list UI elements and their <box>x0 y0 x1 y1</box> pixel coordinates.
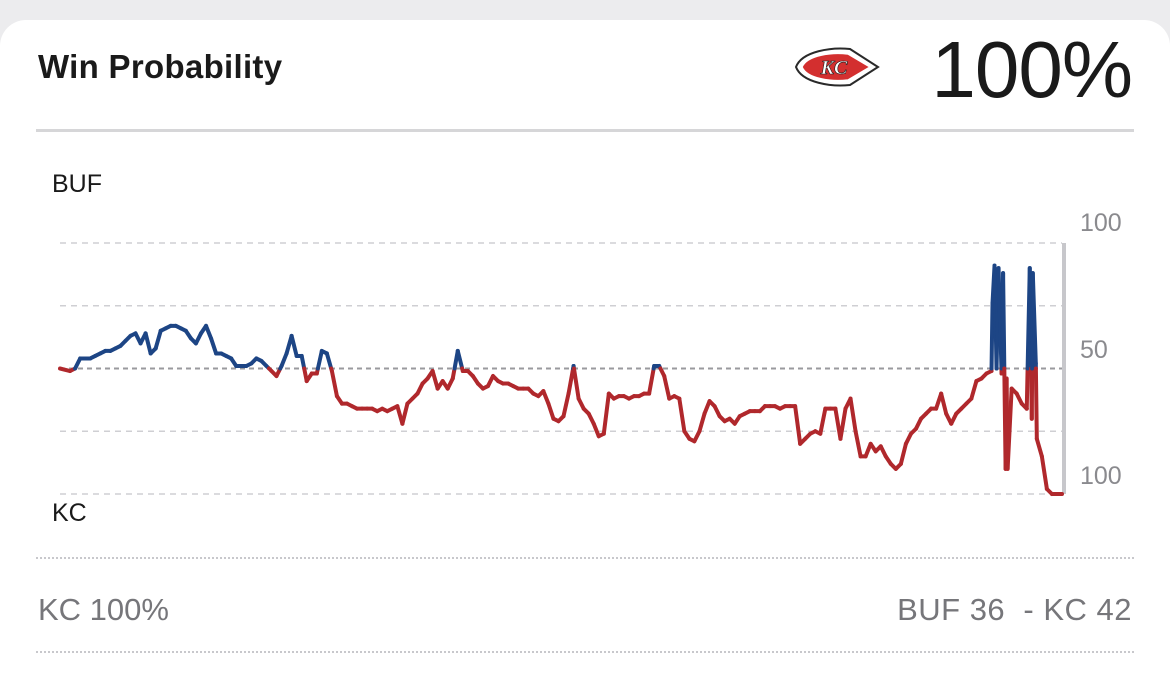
kc-line-segment <box>702 399 712 416</box>
axis-label-middle: 50 <box>1080 336 1108 364</box>
buf-line-segment <box>315 348 324 371</box>
kc-line-segment <box>329 369 339 399</box>
kc-line-segment <box>818 406 828 436</box>
kc-line-segment <box>1039 454 1049 491</box>
chart-footer-divider <box>36 557 1134 559</box>
buf-line-segment <box>209 336 219 356</box>
chart-bottom-team-label: KC <box>52 499 87 527</box>
chiefs-arrowhead-icon: KC <box>794 47 880 87</box>
kc-line-segment <box>838 406 848 441</box>
kc-line-segment <box>793 404 803 446</box>
kc-line-segment <box>400 401 410 426</box>
kc-line-segment <box>546 401 556 421</box>
buf-line-segment <box>1001 271 1007 371</box>
buf-line-segment <box>989 301 995 371</box>
kc-line-segment <box>1005 386 1014 471</box>
kc-line-segment <box>1034 436 1044 459</box>
chiefs-logo-text: KC <box>820 57 848 79</box>
footer-score: BUF 36 - KC 42 <box>897 592 1132 627</box>
kc-line-segment <box>430 369 440 391</box>
footer-win-summary: KC 100% <box>38 592 169 627</box>
kc-line-segment <box>541 389 551 406</box>
buf-line-segment <box>455 348 465 371</box>
buf-line-segment <box>299 353 307 371</box>
buf-line-segment <box>324 351 334 371</box>
kc-line-segment <box>1024 366 1030 411</box>
card-title: Win Probability <box>38 48 283 85</box>
buf-line-segment <box>289 333 299 358</box>
header-divider <box>36 129 1134 132</box>
axis-label-top: 100 <box>1080 209 1122 237</box>
kc-line-segment <box>939 391 949 416</box>
kc-line-segment <box>561 391 571 419</box>
kc-line-segment <box>853 429 863 459</box>
kc-line-segment <box>571 366 581 401</box>
chart-top-team-label: BUF <box>52 170 102 198</box>
buf-line-segment <box>204 323 214 341</box>
kc-line-segment <box>601 391 611 436</box>
kc-line-segment <box>697 411 707 434</box>
kc-line-segment <box>566 366 576 396</box>
kc-line-segment <box>591 421 601 439</box>
kc-line-segment <box>1033 366 1039 441</box>
kc-line-segment <box>647 366 656 396</box>
kc-line-segment <box>969 379 979 401</box>
kc-line-segment <box>677 396 687 434</box>
buf-line-segment <box>143 331 153 356</box>
footer-bottom-divider <box>36 651 1134 653</box>
buf-line-segment <box>279 351 289 368</box>
kc-line-segment <box>898 441 908 466</box>
kc-line-segment <box>662 374 672 401</box>
kc-line-segment <box>848 396 858 434</box>
buf-line-segment <box>153 328 163 351</box>
axis-label-bottom: 100 <box>1080 462 1122 490</box>
winning-team-probability: 100% <box>931 25 1133 114</box>
buf-line-segment <box>1030 271 1038 366</box>
